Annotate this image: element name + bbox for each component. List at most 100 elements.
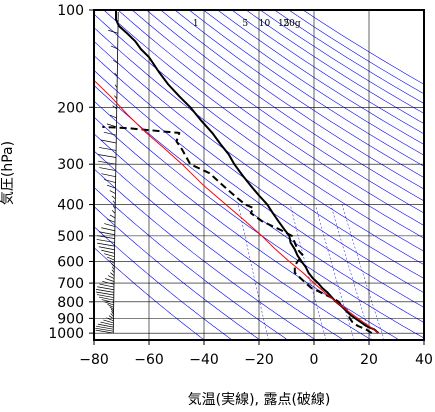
- x-tick-label: −40: [189, 352, 219, 368]
- wind-barb: [95, 289, 114, 293]
- wind-barb: [111, 195, 116, 200]
- wind-barb: [112, 105, 117, 109]
- dry-adiabat-line: [245, 10, 424, 124]
- wind-barb: [109, 214, 116, 219]
- grid-lines: [94, 10, 424, 340]
- dewpoint-line: [102, 125, 373, 335]
- mixing-ratio-label: 20g: [283, 19, 300, 29]
- dry-adiabat-line: [94, 100, 424, 339]
- wind-barb: [99, 167, 116, 171]
- dry-adiabat-line: [94, 40, 424, 279]
- wind-barb: [97, 235, 115, 239]
- dry-adiabat-line: [260, 10, 424, 114]
- mixing-ratio-line: [238, 204, 269, 340]
- wind-barb: [103, 131, 117, 136]
- x-tick-label: −80: [79, 352, 109, 368]
- dry-adiabat-line: [203, 10, 424, 156]
- wind-barb: [104, 223, 115, 227]
- y-tick-label: 800: [57, 295, 84, 311]
- temperature-line: [115, 10, 380, 334]
- wind-barb: [111, 263, 115, 267]
- y-tick-label: 200: [57, 100, 84, 116]
- wind-barb: [95, 325, 114, 330]
- wind-barb: [96, 294, 114, 298]
- wind-barb: [109, 190, 116, 194]
- dry-adiabat-line: [132, 10, 424, 214]
- dry-adiabat-line: [94, 13, 424, 252]
- wind-barb: [112, 200, 116, 205]
- x-tick-label: −60: [134, 352, 164, 368]
- dry-adiabat-line: [288, 10, 424, 95]
- y-tick-label: 900: [57, 311, 84, 327]
- x-tick-label: −20: [244, 352, 274, 368]
- wind-barb: [97, 323, 114, 328]
- dry-adiabat-line: [94, 186, 289, 340]
- dry-adiabat-line: [94, 226, 233, 340]
- wind-barb: [98, 246, 115, 251]
- x-tick-label: 0: [310, 352, 319, 368]
- y-axis-title: 気圧(hPa): [0, 141, 16, 205]
- x-tick-label: 20: [360, 352, 378, 368]
- wind-barb: [112, 205, 116, 209]
- wind-barb: [97, 242, 115, 247]
- wind-barb: [102, 280, 115, 285]
- y-tick-label: 600: [57, 254, 84, 270]
- dry-adiabat-line: [94, 116, 400, 340]
- mixing-ratio-label: 15: [278, 19, 290, 29]
- mixing-ratio-line: [341, 204, 385, 340]
- dry-adiabat-line: [94, 27, 424, 266]
- wind-barb: [101, 249, 115, 254]
- wind-barb: [111, 311, 114, 315]
- wind-barb: [114, 84, 118, 88]
- wind-barb: [97, 154, 117, 158]
- wind-barb: [99, 283, 115, 288]
- wind-barb: [110, 313, 114, 317]
- dry-adiabat-line: [188, 10, 424, 167]
- wind-barb: [98, 231, 115, 236]
- y-tick-label: 1000: [48, 326, 84, 342]
- wind-barb: [106, 317, 114, 322]
- dry-adiabat-line: [94, 206, 261, 340]
- wind-barb: [103, 319, 114, 324]
- wind-barb: [101, 139, 117, 144]
- dry-adiabat-line: [117, 10, 424, 226]
- dry-adiabat-line: [160, 10, 424, 190]
- wind-barb-staff: [112, 11, 119, 334]
- wind-barb: [108, 29, 118, 34]
- dry-adiabat-line: [146, 10, 424, 202]
- wind-barb: [104, 301, 114, 306]
- wind-barb: [98, 160, 116, 165]
- wind-barb: [110, 45, 118, 50]
- wind-barb: [95, 327, 114, 332]
- dry-adiabat-line: [94, 247, 205, 340]
- dry-adiabat-line: [174, 10, 424, 178]
- wind-barb: [109, 114, 117, 119]
- wind-barb: [114, 72, 118, 77]
- wind-barb: [106, 256, 115, 261]
- wind-barb: [111, 269, 115, 273]
- dry-adiabat-line: [94, 133, 372, 340]
- wind-barb: [97, 286, 114, 291]
- x-axis-title: 気温(実線), 露点(破線): [188, 392, 331, 408]
- wind-barb: [107, 219, 116, 223]
- wind-barb: [110, 272, 115, 276]
- wind-barb: [105, 278, 115, 282]
- wind-barb: [104, 179, 116, 183]
- wind-barb: [104, 253, 115, 258]
- y-tick-label: 100: [57, 3, 84, 19]
- wind-barb: [109, 306, 114, 310]
- dry-adiabat-line: [94, 150, 344, 340]
- wind-barb: [110, 308, 114, 313]
- parcel-line: [94, 79, 379, 334]
- wind-barbs: [95, 11, 119, 334]
- x-axis-ticks: −80 −60 −40 −20 0 20 40: [79, 340, 433, 368]
- wind-barb: [101, 299, 114, 303]
- wind-barb: [108, 315, 114, 319]
- dry-adiabat-line: [94, 168, 316, 340]
- y-tick-label: 300: [57, 157, 84, 173]
- wind-barb: [109, 260, 115, 264]
- dry-adiabat-line: [94, 69, 424, 308]
